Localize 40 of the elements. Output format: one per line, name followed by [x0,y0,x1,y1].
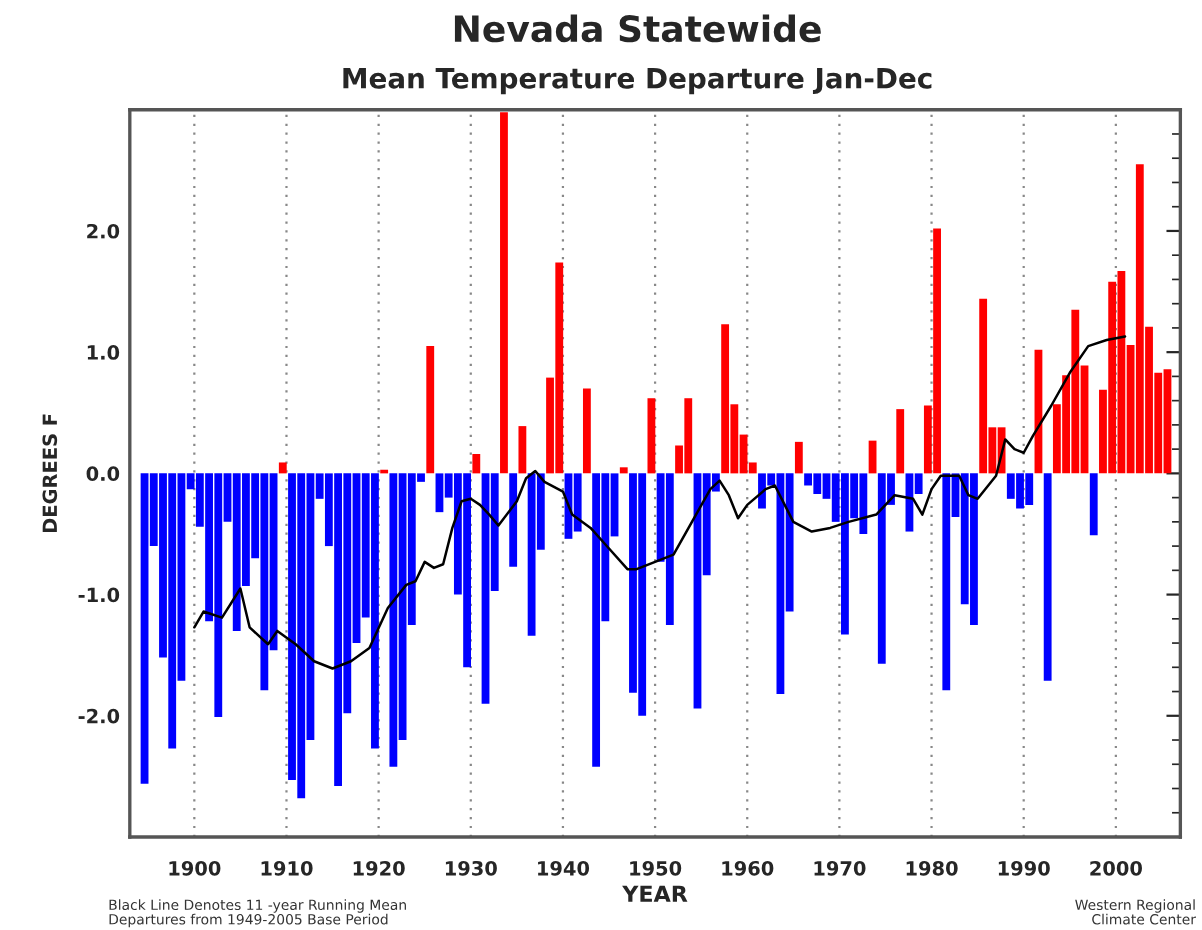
bar [573,473,582,532]
x-tick-label: 1990 [998,860,1050,876]
x-tick-label: 1950 [630,860,682,876]
y-axis-title: DEGREES F [42,414,58,533]
bar [942,473,951,691]
bar [278,462,287,474]
x-tick-label: 1940 [538,860,590,876]
bar [472,453,481,474]
bar [979,298,988,474]
bar [647,398,656,474]
bar [1089,473,1098,536]
y-tick-label: 1.0 [87,345,120,360]
chart-subtitle: Mean Temperature Departure Jan-Dec [343,68,932,95]
bar [1043,473,1052,681]
bar [896,409,905,474]
y-tick-label: 0.0 [86,466,120,482]
bar [665,473,674,625]
x-tick-label: 1930 [445,860,497,876]
bar [794,441,803,474]
bar [721,324,730,474]
x-tick-label: 1970 [814,860,866,876]
x-tick-label: 1900 [169,860,221,876]
bar [592,473,601,767]
bar [500,112,508,474]
y-tick-label: -2.0 [78,708,120,724]
bar [582,388,591,474]
bar [518,426,527,474]
chart-title: Nevada Statewide [454,14,821,43]
x-tick-label: 1980 [906,860,958,876]
y-tick-label: -1.0 [78,587,120,603]
x-tick-label: 1910 [261,860,313,876]
x-tick-label: 1960 [722,860,774,876]
y-tick-label: 2.0 [87,223,120,239]
bar [509,473,518,567]
x-tick-label: 2000 [1090,860,1142,876]
line-series [193,335,1127,670]
bar [619,467,628,474]
bar [426,346,435,474]
x-tick-label: 1920 [353,860,405,876]
x-axis-title: YEAR [622,885,688,902]
